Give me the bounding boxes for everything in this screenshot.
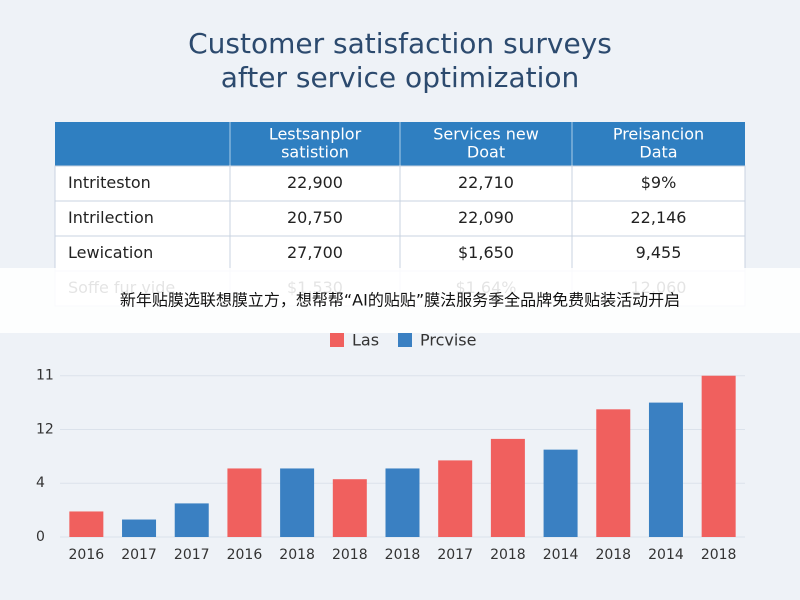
bar	[701, 375, 736, 537]
x-tick-label: 2016	[227, 547, 263, 563]
cell-text: Lewication	[68, 243, 153, 262]
bar	[280, 468, 315, 537]
bar	[122, 519, 157, 537]
x-tick-label: 2017	[174, 547, 210, 563]
x-tick-label: 2017	[121, 547, 157, 563]
x-tick-label: 2016	[69, 547, 105, 563]
header-text: Lestsanplor	[269, 125, 362, 144]
y-tick-label: 12	[36, 421, 54, 437]
banner	[0, 268, 800, 333]
banner-group: 新年贴膜选联想膜立方，想帮帮“AI的贴贴”膜法服务季全品牌免费贴装活动开启	[0, 268, 800, 333]
chart: 0 4 12 11 Las Prcvise 2016 2017 2017 2016 2018 2018…	[36, 331, 745, 563]
x-tick-label: 2018	[701, 547, 737, 563]
cell-text: 22,900	[287, 173, 343, 192]
bar	[543, 449, 578, 537]
cell-text: 20,750	[287, 208, 343, 227]
x-tick-label: 2018	[279, 547, 315, 563]
bar	[227, 468, 262, 537]
cell-text: 22,146	[631, 208, 687, 227]
x-tick-label: 2014	[543, 547, 579, 563]
y-tick-label: 0	[36, 529, 45, 545]
legend-label: Prcvise	[420, 331, 476, 350]
x-tick-label: 2014	[648, 547, 684, 563]
y-tick-label: 4	[36, 475, 45, 491]
bar	[385, 468, 420, 537]
cell-text: Intrilection	[68, 208, 154, 227]
banner-text: 新年贴膜选联想膜立方，想帮帮“AI的贴贴”膜法服务季全品牌免费贴装活动开启	[120, 291, 680, 310]
cell-text: $9%	[641, 173, 677, 192]
title-line: Customer satisfaction surveys	[188, 27, 612, 60]
header-text: Doat	[467, 143, 505, 162]
header-text: Data	[639, 143, 677, 162]
y-tick-label: 11	[36, 368, 54, 384]
header-text: Services new	[433, 125, 539, 144]
bar	[596, 409, 631, 537]
bar	[332, 479, 367, 537]
header-text: Preisancion	[613, 125, 704, 144]
cell-text: 27,700	[287, 243, 343, 262]
x-tick-label: 2018	[385, 547, 421, 563]
bar	[69, 511, 104, 537]
cell-text: $1,650	[458, 243, 514, 262]
bar	[174, 503, 209, 537]
x-tick-label: 2018	[332, 547, 368, 563]
header-text: satistion	[281, 143, 349, 162]
bar	[438, 460, 473, 537]
x-tick-label: 2018	[490, 547, 526, 563]
legend-label: Las	[352, 331, 379, 350]
x-tick-label: 2018	[595, 547, 631, 563]
bar	[490, 438, 525, 537]
legend-swatch	[398, 333, 412, 347]
cell-text: 22,710	[458, 173, 514, 192]
x-tick-label: 2017	[437, 547, 473, 563]
cell-text: 22,090	[458, 208, 514, 227]
title-line: after service optimization	[221, 61, 580, 94]
bar	[648, 402, 683, 537]
cell-text: 9,455	[636, 243, 682, 262]
legend-swatch	[330, 333, 344, 347]
cell-text: Intriteston	[68, 173, 151, 192]
